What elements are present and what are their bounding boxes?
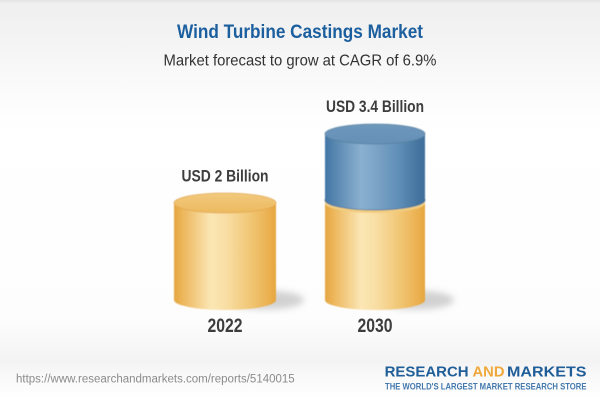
svg-text:https://www.researchandmarkets: https://www.researchandmarkets.com/repor… bbox=[16, 374, 295, 386]
svg-text:Market forecast to grow at CAG: Market forecast to grow at CAGR of 6.9% bbox=[164, 52, 437, 69]
svg-text:RESEARCH: RESEARCH bbox=[385, 365, 469, 381]
svg-text:USD 3.4 Billion: USD 3.4 Billion bbox=[326, 98, 424, 116]
svg-text:AND: AND bbox=[473, 365, 505, 381]
svg-text:MARKETS: MARKETS bbox=[507, 365, 587, 381]
svg-text:THE WORLD'S LARGEST MARKET RES: THE WORLD'S LARGEST MARKET RESEARCH STOR… bbox=[385, 382, 587, 392]
svg-text:2022: 2022 bbox=[208, 316, 243, 337]
svg-text:Wind Turbine Castings Market: Wind Turbine Castings Market bbox=[177, 22, 424, 43]
svg-text:USD 2 Billion: USD 2 Billion bbox=[182, 167, 269, 185]
svg-text:2030: 2030 bbox=[358, 316, 393, 337]
